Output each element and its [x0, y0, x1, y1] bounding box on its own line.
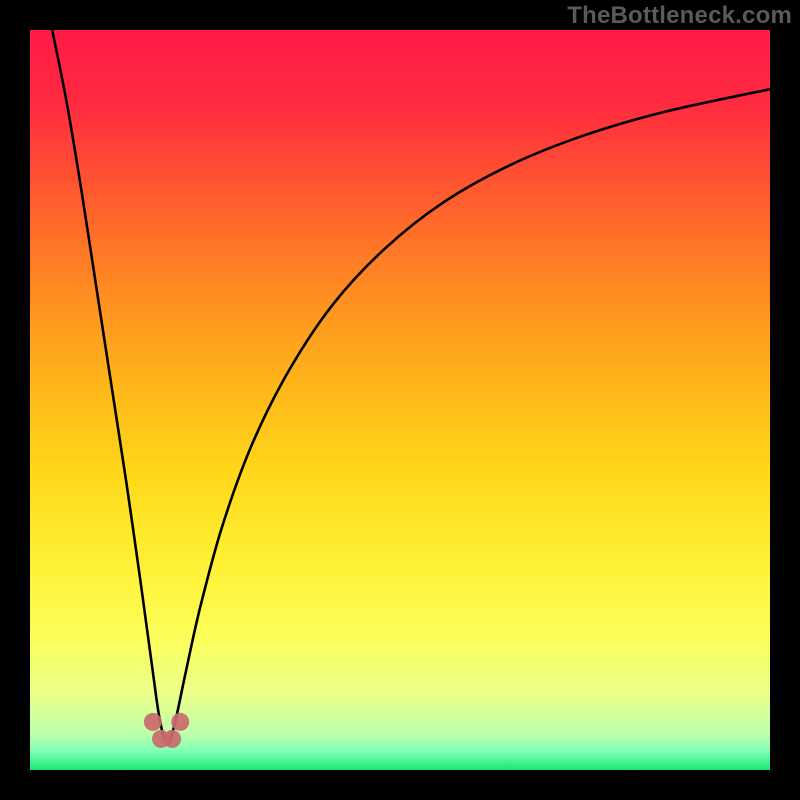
curve-marker	[144, 713, 162, 731]
curve-marker	[171, 713, 189, 731]
curve-marker	[163, 730, 181, 748]
chart-svg	[0, 0, 800, 800]
watermark-text: TheBottleneck.com	[567, 2, 792, 30]
chart-stage: TheBottleneck.com	[0, 0, 800, 800]
plot-background	[30, 30, 770, 770]
